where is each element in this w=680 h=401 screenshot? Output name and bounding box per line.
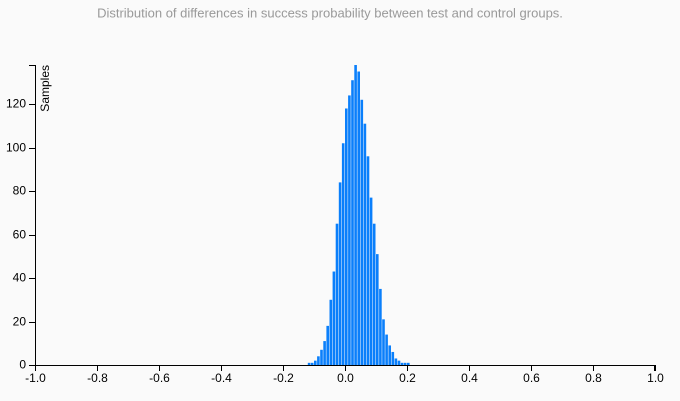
bar: [323, 341, 326, 365]
bar: [388, 345, 391, 365]
bar: [403, 362, 407, 365]
bar: [332, 271, 336, 365]
bar: [348, 95, 351, 365]
x-tick-label: -0.2: [273, 371, 294, 385]
x-tick-label: 0.2: [399, 371, 416, 385]
bar: [369, 197, 373, 365]
bar: [326, 325, 329, 365]
chart-title: Distribution of differences in success p…: [97, 5, 563, 20]
bar: [382, 319, 385, 365]
bar: [357, 71, 360, 366]
bar: [376, 254, 379, 365]
x-tick-label: 0.8: [585, 371, 602, 385]
bar: [351, 80, 354, 365]
bar: [307, 362, 311, 365]
y-tick-label: 20: [13, 315, 27, 329]
bar: [320, 349, 323, 365]
x-tick-label: -0.4: [211, 371, 232, 385]
bar: [366, 156, 370, 365]
x-tick-label: 0.0: [337, 371, 354, 385]
x-tick-label: -1.0: [25, 371, 46, 385]
x-tick-label: 0.4: [461, 371, 478, 385]
y-tick-label: 120: [6, 97, 26, 111]
y-tick-label: 100: [6, 141, 26, 155]
bar: [363, 123, 367, 366]
x-tick-label: 0.6: [523, 371, 540, 385]
bar: [341, 143, 345, 365]
bar: [360, 99, 364, 366]
bar: [310, 362, 314, 365]
bar: [335, 223, 339, 365]
bar: [372, 223, 376, 365]
bar: [407, 362, 410, 365]
x-tick-label: 1.0: [647, 371, 664, 385]
bar: [400, 362, 404, 365]
bar: [394, 358, 398, 365]
bar: [379, 288, 382, 365]
bar: [317, 356, 320, 365]
bar: [329, 299, 333, 365]
bar: [385, 334, 388, 365]
bar: [354, 65, 357, 365]
y-axis-label: Samples: [38, 65, 52, 112]
y-tick-label: 40: [13, 271, 27, 285]
x-tick-label: -0.6: [149, 371, 170, 385]
bar: [391, 351, 395, 365]
y-tick-label: 0: [19, 358, 26, 372]
bar: [338, 182, 342, 365]
bar: [397, 360, 401, 365]
bar: [314, 360, 317, 365]
x-tick-label: -0.8: [87, 371, 108, 385]
y-tick-label: 60: [13, 228, 27, 242]
y-tick-label: 80: [13, 184, 27, 198]
bar: [345, 108, 348, 365]
